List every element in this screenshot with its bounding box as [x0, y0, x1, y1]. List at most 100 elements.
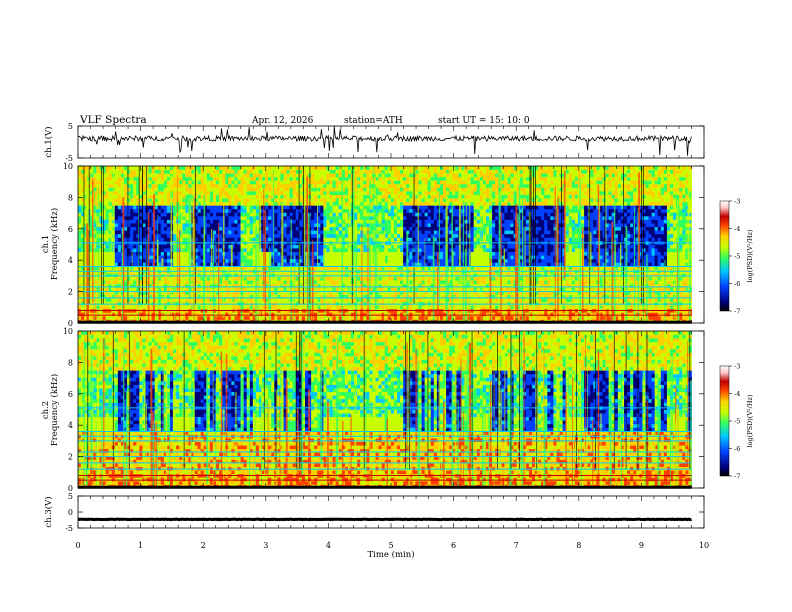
ch1-spectrogram-cell [289, 198, 294, 203]
ch1-spectrogram-cell [124, 169, 128, 174]
ch1-spectrogram-cell [400, 290, 404, 295]
ch1-spectrogram-cell [157, 315, 162, 320]
ch1-spectrogram-cell [289, 180, 294, 185]
ch1-spectrogram-cell [216, 198, 220, 203]
ch1-spectrogram-cell [114, 287, 119, 292]
ch1-spectrogram-cell [93, 180, 97, 185]
ch1-spectrogram-cell [240, 180, 245, 185]
ch1-spectrogram-cell [381, 166, 386, 170]
ch1-spectrogram-cell [314, 198, 318, 203]
ch1-spectrogram-cell [298, 301, 303, 306]
ch1-spectrogram-cell [90, 255, 94, 260]
ch1-spectrogram-cell [249, 290, 254, 295]
ch1-spectrogram-cell [375, 312, 380, 317]
ch1-spectrogram-cell [314, 223, 318, 228]
ch1-spectrogram-cell [406, 183, 410, 188]
ch1-spectrogram-cell [381, 208, 386, 213]
ch1-spectrogram-cell [243, 283, 248, 288]
ch1-spectrogram-cell [136, 233, 140, 238]
ch1-spectrogram-cell [142, 183, 146, 188]
ch1-spectrogram-cell [335, 180, 340, 185]
ch1-spectrogram-cell [108, 251, 113, 256]
ch1-spectrogram-cell [81, 315, 85, 320]
ch1-spectrogram-cell [78, 258, 82, 263]
ch1-spectrogram-cell [252, 180, 257, 185]
ch1-spectrogram-cell [136, 237, 140, 242]
ch1-spectrogram-cell [384, 198, 389, 203]
ch1-spectrogram-cell [418, 244, 422, 249]
ch1-spectrogram-cell [400, 215, 404, 220]
ch1-spectrogram-cell [271, 183, 275, 188]
ch1-spectrogram-cell [139, 255, 143, 260]
ch1-spectrogram-cell [277, 226, 281, 231]
ch1-spectrogram-cell [421, 194, 426, 199]
ch1-spectrogram-cell [160, 251, 165, 256]
ch1-spectrogram-cell [185, 290, 189, 295]
ch1-spectrogram-cell [418, 280, 422, 285]
ch1-spectrogram-cell [421, 190, 426, 195]
ch1-spectrogram-cell [418, 315, 422, 320]
ch1-spectrogram-cell [124, 276, 128, 281]
ch1-spectrogram-cell [203, 230, 208, 235]
ch1-spectrogram-cell [240, 283, 245, 288]
ch1-spectrogram-cell [114, 262, 119, 267]
ch1-spectrogram-cell [237, 287, 241, 292]
ch1-spectrogram-cell [397, 280, 401, 285]
ch1-spectrogram-cell [415, 173, 419, 178]
ch1-spectrogram-cell [136, 201, 140, 206]
ch1-spectrogram-cell [286, 251, 291, 256]
ch1-spectrogram-cell [176, 294, 180, 299]
ch1-spectrogram-cell [357, 169, 361, 174]
ch1-spectrogram-cell [182, 290, 186, 295]
ch1-spectrogram-cell [117, 315, 122, 320]
ch1-spectrogram-cell [341, 223, 346, 228]
ch1-spectrogram-cell [289, 205, 294, 210]
ch1-spectrogram-cell [78, 315, 82, 320]
ch1-spectrogram-cell [298, 187, 303, 192]
ch1-spectrogram-cell [393, 205, 398, 210]
ch1-spectrogram-cell [271, 244, 275, 249]
ch1-spectrogram-cell [176, 205, 180, 210]
ch1-spectrogram-cell [357, 233, 361, 238]
ch1-spectrogram-cell [139, 276, 143, 281]
ch1-spectrogram-cell [265, 166, 269, 170]
ch1-spectrogram-cell [237, 265, 241, 270]
ch1-spectrogram-cell [372, 283, 376, 288]
ch1-spectrogram-cell [249, 251, 254, 256]
ch1-spectrogram-cell [387, 205, 392, 210]
ch1-spectrogram-cell [225, 287, 229, 292]
ch1-spectrogram-cell [372, 301, 376, 306]
ch1-spectrogram-cell [252, 265, 257, 270]
ch1-spectrogram-cell [136, 262, 140, 267]
ch1-spectrogram-cell [301, 312, 306, 317]
ch1-spectrogram-cell [212, 190, 217, 195]
ch1-spectrogram-cell [397, 258, 401, 263]
ch1-spectrogram-cell [154, 262, 159, 267]
ch1-spectrogram-cell [277, 287, 281, 292]
ch1-spectrogram-cell [200, 262, 205, 267]
ch1-spectrogram-cell [387, 190, 392, 195]
ch1-spectrogram-cell [329, 255, 333, 260]
ch1-spectrogram-cell [298, 255, 303, 260]
ch1-spectrogram-cell [133, 233, 137, 238]
ch1-spectrogram-cell [320, 255, 324, 260]
ch1-spectrogram-cell [133, 265, 137, 270]
ch1-spectrogram-cell [228, 180, 232, 185]
ch1-spectrogram-cell [197, 244, 202, 249]
ch1-spectrogram-cell [372, 187, 376, 192]
ch1-spectrogram-cell [102, 190, 107, 195]
ch1-spectrogram-cell [163, 301, 168, 306]
ch1-spectrogram-cell [341, 233, 346, 238]
ch1-spectrogram-cell [421, 312, 426, 317]
ch1-spectrogram-cell [298, 290, 303, 295]
ch1-spectrogram-cell [311, 212, 315, 217]
ch1-spectrogram-cell [145, 226, 149, 231]
ch1-spectrogram-cell [357, 248, 361, 253]
ch1-spectrogram-cell [317, 223, 321, 228]
ch1-spectrogram-cell [157, 301, 162, 306]
ch1-spectrogram-cell [384, 233, 389, 238]
ch1-spectrogram-cell [354, 215, 358, 220]
ch1-spectrogram-cell [234, 166, 238, 170]
ch1-spectrogram-cell [403, 251, 407, 256]
ch1-spectrogram-cell [274, 208, 278, 213]
